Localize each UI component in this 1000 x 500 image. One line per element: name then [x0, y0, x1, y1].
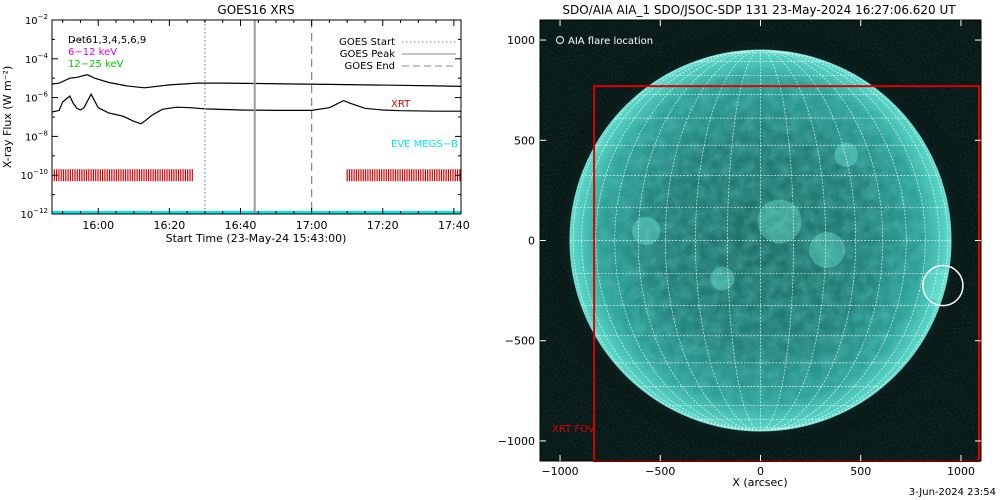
solar-limb [569, 49, 952, 432]
footer-timestamp: 3-Jun-2024 23:54 [909, 487, 996, 498]
longitude-line [637, 50, 761, 431]
active-region [834, 142, 859, 167]
aia-x-tick-label: 1000 [947, 465, 975, 478]
y-tick-label: 10−6 [25, 91, 49, 105]
longitude-line [760, 50, 926, 431]
aia-axes: −1000 −500 0 500 1000 −1000 −500 0 500 1000 [498, 20, 981, 478]
y-tick-label: 10−8 [25, 129, 48, 143]
legend-label: GOES End [345, 61, 395, 72]
series-goes-long [52, 74, 461, 89]
active-regions [632, 142, 951, 301]
x-tick-label: 16:00 [82, 219, 114, 232]
aia-y-tick-label: −500 [505, 335, 535, 348]
y-tick-label: 10−12 [20, 207, 48, 221]
active-region [809, 232, 846, 269]
active-region [632, 216, 661, 245]
lc-y-axis-label: X-ray Flux (W m⁻²) [1, 66, 14, 168]
instrument-label: EVE MEGS−B [391, 139, 458, 150]
instrument-label: XRT [391, 99, 411, 110]
x-tick-label: 16:40 [225, 219, 257, 232]
channel-label: 12−25 keV [68, 59, 124, 70]
channel-label: 6−12 keV [68, 47, 117, 58]
y-tick-label: 10−4 [25, 52, 49, 66]
x-tick-label: 17:00 [296, 219, 328, 232]
longitude-line [760, 50, 794, 431]
longitude-line [614, 50, 761, 431]
aia-x-tick-label: −500 [645, 465, 675, 478]
y-tick-label: 10−10 [20, 168, 48, 182]
xrt-observation-ticks [52, 169, 193, 182]
aia-x-tick-label: 500 [850, 465, 871, 478]
flare-legend-icon [556, 36, 564, 44]
longitude-line [760, 50, 949, 431]
lc-x-axis-label: Start Time (23-May-24 15:43:00) [166, 232, 347, 245]
flare-location-circle [922, 264, 964, 307]
y-tick-label: 10−2 [25, 13, 48, 27]
goes-lightcurve-plot: GOES16 XRS 16:00 16:20 16:40 17:00 17:20 17:4… [1, 3, 470, 245]
xrt-fov-label: XRT FOV [552, 424, 595, 435]
lc-instrument-labels: XRT EVE MEGS−B [391, 99, 458, 150]
active-region [710, 266, 735, 291]
active-region [757, 199, 802, 244]
longitude-line [760, 50, 907, 431]
longitude-line [595, 50, 761, 431]
aia-x-tick-label: −1000 [541, 465, 578, 478]
longitude-line [727, 50, 761, 431]
longitude-line [572, 50, 761, 431]
longitude-line [760, 50, 826, 431]
xrt-observation-ticks [346, 169, 461, 182]
series-goes-short [52, 92, 461, 125]
x-tick-label: 17:20 [367, 219, 399, 232]
legend-label: GOES Peak [340, 49, 395, 60]
aia-x-axis-label: X (arcsec) [732, 476, 787, 489]
aia-y-tick-label: 0 [528, 235, 535, 248]
aia-image-panel: SDO/AIA AIA_1 SDO/JSOC-SDP 131 23-May-20… [498, 3, 982, 489]
legend-label: GOES Start [339, 37, 395, 48]
heliographic-grid [570, 50, 951, 431]
flare-legend-label: AIA flare location [568, 36, 653, 47]
lc-axes: 16:00 16:20 16:40 17:00 17:20 17:40 10−12 10−10… [20, 13, 469, 232]
longitude-line [695, 50, 761, 431]
lc-title: GOES16 XRS [217, 3, 294, 17]
aia-y-tick-label: −1000 [498, 435, 535, 448]
lc-plot-area [52, 20, 461, 214]
x-tick-label: 16:20 [154, 219, 186, 232]
aia-y-tick-label: 1000 [507, 34, 535, 47]
channel-label: D̵̵e̵t61,3,4,5,6,9 [68, 35, 146, 46]
x-tick-label: 17:40 [438, 219, 470, 232]
aia-y-tick-label: 500 [514, 134, 535, 147]
longitude-line [760, 50, 884, 431]
aia-title: SDO/AIA AIA_1 SDO/JSOC-SDP 131 23-May-20… [562, 3, 956, 17]
aia-x-tick-label: 0 [757, 465, 764, 478]
